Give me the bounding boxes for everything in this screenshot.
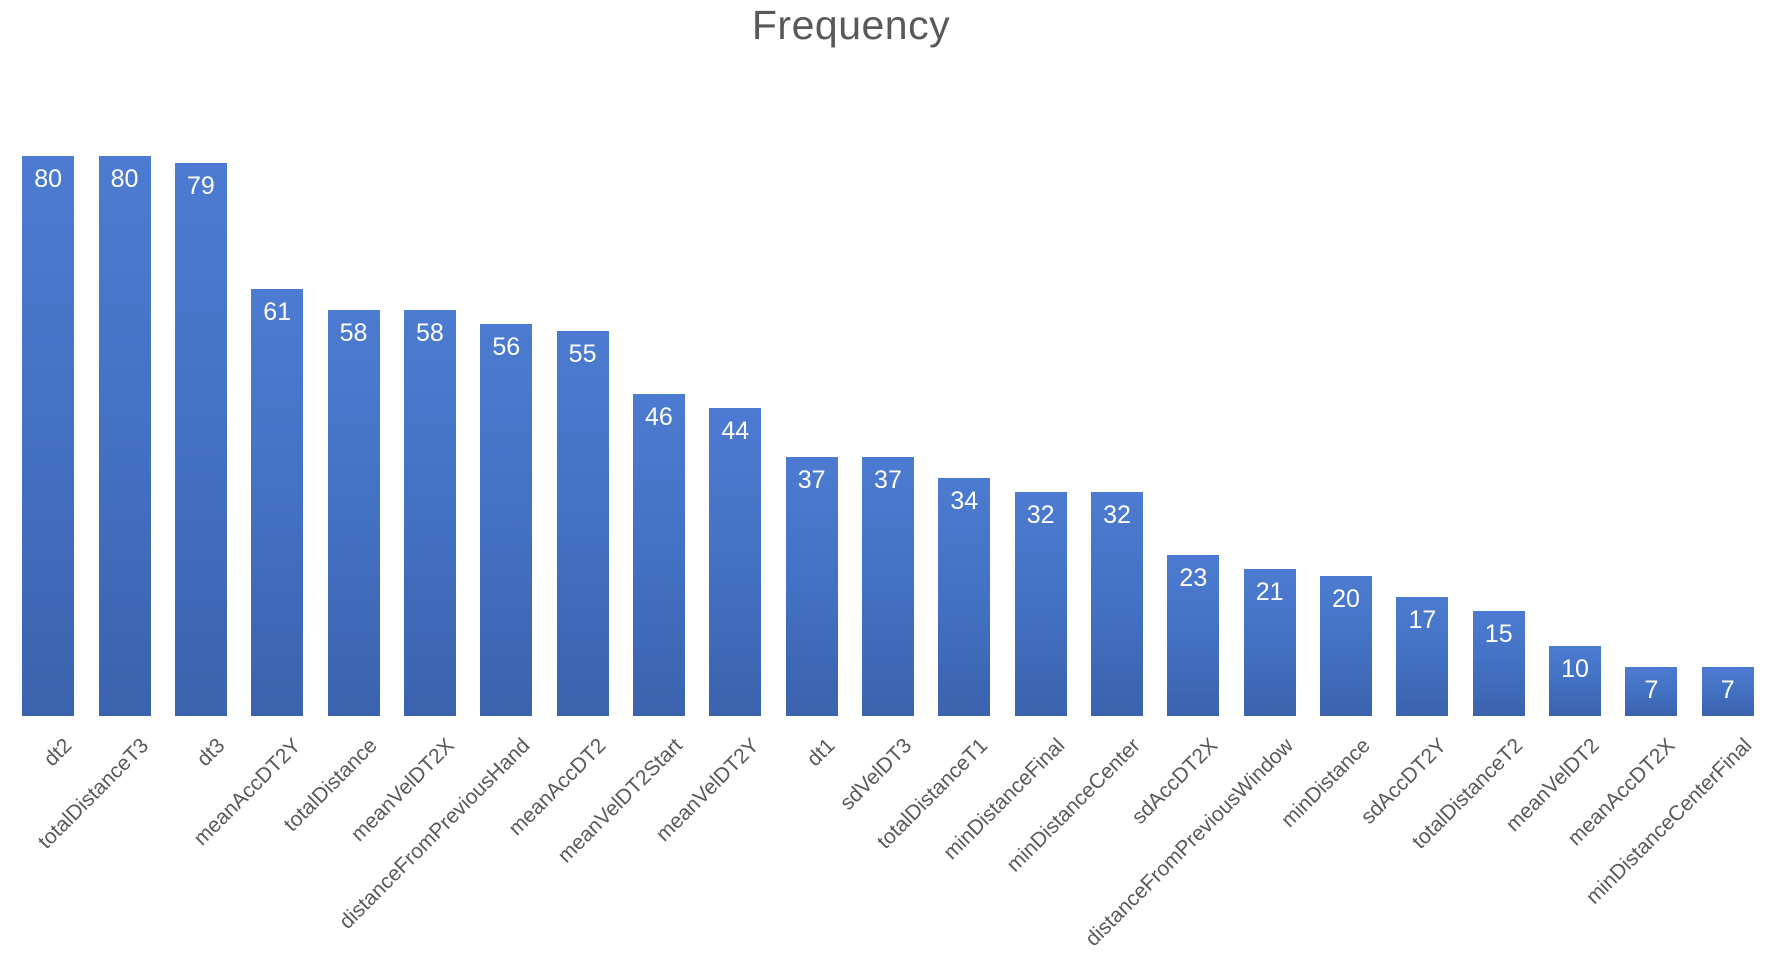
x-axis-label: sdVelDT3 bbox=[835, 734, 917, 815]
x-axis-label: minDistanceCenter bbox=[1002, 734, 1146, 877]
bar-value-label: 7 bbox=[1644, 676, 1659, 704]
bar-minDistanceCenterFinal: 7 bbox=[1701, 667, 1754, 716]
x-axis-label: totalDistanceT2 bbox=[1407, 734, 1528, 854]
x-axis-label: minDistanceCenterFinal bbox=[1581, 734, 1757, 909]
bar-value-label: 32 bbox=[1026, 501, 1055, 529]
bar-value-label: 58 bbox=[339, 319, 368, 347]
bar-sdAccDT2Y: 17 bbox=[1396, 597, 1449, 716]
bar-slot: 20 bbox=[1308, 0, 1384, 716]
bar-totalDistanceT2: 15 bbox=[1472, 611, 1525, 716]
bar-dt1: 37 bbox=[785, 457, 838, 716]
bar-value-label: 79 bbox=[186, 172, 215, 200]
x-axis-label: minDistance bbox=[1276, 734, 1375, 832]
x-axis-label: sdAccDT2Y bbox=[1356, 734, 1451, 829]
bar-slot: 7 bbox=[1690, 0, 1766, 716]
bar-slot: 21 bbox=[1232, 0, 1308, 716]
bar-value-label: 7 bbox=[1720, 676, 1735, 704]
bar-dt2: 80 bbox=[22, 156, 75, 716]
bar-value-label: 80 bbox=[34, 165, 63, 193]
bar-slot: 79 bbox=[163, 0, 239, 716]
x-axis-label: distanceFromPreviousHand bbox=[335, 734, 535, 934]
bar-slot: 80 bbox=[86, 0, 162, 716]
bar-slot: 56 bbox=[468, 0, 544, 716]
bar-meanVelDT2Y: 44 bbox=[709, 408, 762, 716]
x-axis-label: meanAccDT2X bbox=[1563, 734, 1680, 851]
bar-slot: 10 bbox=[1537, 0, 1613, 716]
x-axis-label: sdAccDT2X bbox=[1127, 734, 1222, 829]
bar-slot: 34 bbox=[926, 0, 1002, 716]
plot-area: 80 80 79 61 58 58 56 55 46 44 37 37 34 32 32 23 21 20 17 15… bbox=[10, 0, 1766, 716]
x-axis-label: meanVelDT2Y bbox=[651, 734, 764, 847]
bar-slot: 23 bbox=[1155, 0, 1231, 716]
bar-value-label: 55 bbox=[568, 340, 597, 368]
bar-value-label: 32 bbox=[1103, 501, 1131, 529]
bar-meanAccDT2Y: 61 bbox=[251, 289, 304, 716]
x-axis-label: dt2 bbox=[39, 734, 77, 771]
x-axis-label: meanVelDT2 bbox=[1501, 734, 1604, 837]
bar-slot: 55 bbox=[544, 0, 620, 716]
bar-minDistanceFinal: 32 bbox=[1014, 492, 1067, 716]
bar-slot: 7 bbox=[1613, 0, 1689, 716]
bar-distanceFromPreviousWindow: 21 bbox=[1243, 569, 1296, 716]
bar-slot: 44 bbox=[697, 0, 773, 716]
bar-value-label: 15 bbox=[1484, 620, 1513, 648]
bar-slot: 37 bbox=[773, 0, 849, 716]
x-axis-label: meanAccDT2 bbox=[504, 734, 611, 841]
bar-value-label: 46 bbox=[645, 403, 673, 431]
bar-minDistanceCenter: 32 bbox=[1090, 492, 1143, 716]
bar-sdAccDT2X: 23 bbox=[1167, 555, 1220, 716]
bar-dt3: 79 bbox=[174, 163, 227, 716]
bar-slot: 61 bbox=[239, 0, 315, 716]
x-axis-label: dt3 bbox=[192, 734, 230, 771]
bar-value-label: 21 bbox=[1255, 578, 1284, 606]
bar-slot: 58 bbox=[315, 0, 391, 716]
x-axis-label: meanVelDT2X bbox=[346, 734, 459, 847]
x-axis-label: totalDistance bbox=[279, 734, 382, 837]
bar-slot: 58 bbox=[392, 0, 468, 716]
bar-value-label: 20 bbox=[1332, 585, 1360, 613]
bar-value-label: 56 bbox=[492, 333, 521, 361]
bar-minDistance: 20 bbox=[1320, 576, 1373, 716]
bar-distanceFromPreviousHand: 56 bbox=[480, 324, 533, 716]
bar-slot: 32 bbox=[1002, 0, 1078, 716]
bar-value-label: 10 bbox=[1561, 655, 1589, 683]
bar-value-label: 34 bbox=[950, 487, 979, 515]
bar-value-label: 37 bbox=[874, 466, 902, 494]
bar-meanVelDT2Start: 46 bbox=[632, 394, 685, 716]
bar-value-label: 61 bbox=[263, 298, 292, 326]
chart-title: Frequency bbox=[751, 2, 951, 48]
bar-slot: 15 bbox=[1461, 0, 1537, 716]
bar-value-label: 58 bbox=[415, 319, 444, 347]
x-axis-label: totalDistanceT1 bbox=[873, 734, 993, 854]
x-axis-label: distanceFromPreviousWindow bbox=[1081, 734, 1299, 951]
x-axis-label: minDistanceFinal bbox=[938, 734, 1069, 865]
bar-value-label: 23 bbox=[1179, 564, 1208, 592]
bar-value-label: 37 bbox=[797, 466, 826, 494]
bar-slot: 17 bbox=[1384, 0, 1460, 716]
bar-totalDistanceT3: 80 bbox=[98, 156, 151, 716]
bar-value-label: 17 bbox=[1408, 606, 1437, 634]
bar-totalDistanceT1: 34 bbox=[938, 478, 991, 716]
bar-sdVelDT3: 37 bbox=[861, 457, 914, 716]
bar-slot: 46 bbox=[621, 0, 697, 716]
bar-value-label: 80 bbox=[110, 165, 139, 193]
bar-totalDistance: 58 bbox=[327, 310, 380, 716]
bar-meanAccDT2X: 7 bbox=[1625, 667, 1678, 716]
x-axis-label: totalDistanceT3 bbox=[33, 734, 153, 854]
x-axis-label: meanAccDT2Y bbox=[189, 734, 306, 851]
bar-value-label: 44 bbox=[721, 417, 750, 445]
bar-slot: 32 bbox=[1079, 0, 1155, 716]
bar-meanVelDT2X: 58 bbox=[403, 310, 456, 716]
bar-meanAccDT2: 55 bbox=[556, 331, 609, 716]
bar-slot: 80 bbox=[10, 0, 86, 716]
bar-slot: 37 bbox=[850, 0, 926, 716]
x-axis-label: meanVelDT2Start bbox=[553, 734, 688, 868]
x-axis-label: dt1 bbox=[803, 734, 840, 771]
bar-meanVelDT2: 10 bbox=[1549, 646, 1602, 716]
